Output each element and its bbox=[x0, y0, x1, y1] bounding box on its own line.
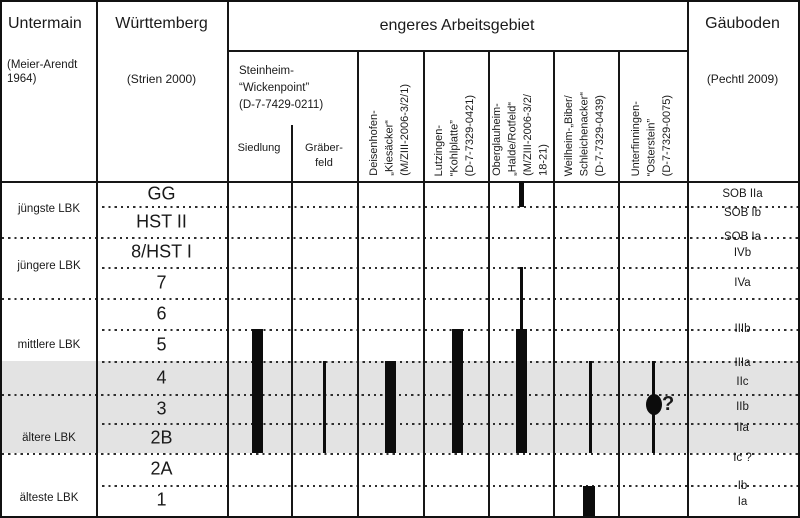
column-header-arbeitsgebiet: engeres Arbeitsgebiet bbox=[379, 17, 535, 34]
column-divider bbox=[357, 50, 359, 516]
column-header-weilheim: Weilheim-„Biber/ Schleichenacker“ (D-7-7… bbox=[553, 52, 618, 176]
untermain-phase-label: ältere LBK bbox=[22, 432, 76, 444]
column-divider bbox=[96, 2, 98, 516]
deisenhofen-bar bbox=[385, 361, 396, 453]
wuerttemberg-phase-label: 2A bbox=[150, 458, 173, 479]
phase-boundary-dotted-line bbox=[2, 394, 798, 396]
column-source-gaeuboden: (Pechtl 2009) bbox=[706, 72, 779, 86]
column-header-gaeuboden: Gäuboden bbox=[705, 15, 780, 32]
column-source-wuerttemberg: (Strien 2000) bbox=[126, 72, 197, 86]
untermain-phase-label: älteste LBK bbox=[19, 492, 79, 504]
column-header-lutzingen: Lutzingen- “Kohlplatte” (D-7-7329-0421) bbox=[423, 52, 488, 176]
column-divider bbox=[488, 50, 490, 516]
untermain-phase-label: mittlere LBK bbox=[17, 339, 81, 351]
phase-boundary-dotted-line bbox=[2, 453, 798, 455]
gaeuboden-phase-label: IIa bbox=[736, 422, 749, 434]
phase-boundary-dotted-line bbox=[96, 329, 798, 331]
gaeuboden-phase-label: SOB IIa bbox=[722, 188, 763, 200]
weilheim-bar bbox=[583, 486, 595, 516]
phase-boundary-dotted-line bbox=[96, 423, 798, 425]
gaeuboden-phase-column: SOB IIa SOB Ib SOB Ia IVb IVa IIIb IIIa IIc IIb I… bbox=[687, 2, 798, 516]
gray-band-phases-4-2B bbox=[2, 361, 798, 453]
oberglauheim-bar bbox=[516, 329, 527, 453]
gaeuboden-phase-label: IIb bbox=[736, 401, 749, 413]
gaeuboden-phase-label: IIIa bbox=[734, 357, 751, 369]
steinheim-siedlung-bar bbox=[252, 329, 263, 453]
wuerttemberg-phase-column: GG HST II 8/HST I 7 6 5 4 3 2B 2A 1 bbox=[96, 2, 227, 516]
phase-boundary-dotted-line bbox=[96, 361, 798, 363]
gaeuboden-phase-label: IIIb bbox=[734, 323, 751, 335]
column-header-steinheim: Steinheim- “Wickenpoint” (D-7-7429-0211) bbox=[239, 65, 324, 111]
gaeuboden-phase-label: Ib bbox=[737, 480, 748, 492]
unterfinningen-ellipse bbox=[646, 394, 662, 415]
uncertainty-question-mark: ? bbox=[662, 393, 675, 415]
column-header-deisenhofen: Deisenhofen- „Kiesäcker“ (M/ZIII-2006-3/… bbox=[357, 52, 423, 176]
wuerttemberg-phase-label: 4 bbox=[156, 367, 167, 388]
column-header-unterfinningen: Unterfinningen- “Osterstein” (D-7-7329-0… bbox=[618, 52, 687, 176]
column-divider bbox=[227, 2, 229, 516]
column-source-untermain: (Meier-Arendt 1964) bbox=[7, 59, 78, 85]
untermain-phase-label: jüngste LBK bbox=[17, 203, 80, 215]
phase-boundary-dotted-line bbox=[96, 267, 798, 269]
column-divider-siedlung-graeberfeld bbox=[291, 125, 293, 516]
wuerttemberg-phase-label: 7 bbox=[156, 272, 167, 293]
subcolumn-header-graeberfeld: Gräber- feld bbox=[305, 142, 343, 169]
wuerttemberg-phase-label: 3 bbox=[156, 398, 167, 419]
phase-boundary-dotted-line bbox=[96, 206, 798, 208]
column-header-wuerttemberg: Württemberg bbox=[115, 15, 208, 32]
header-body-divider bbox=[2, 181, 798, 183]
column-divider bbox=[423, 50, 425, 516]
phase-boundary-dotted-line bbox=[96, 485, 798, 487]
oberglauheim-gg-segment bbox=[519, 181, 524, 207]
column-header-untermain: Untermain bbox=[8, 15, 82, 32]
gaeuboden-phase-label: IIc bbox=[736, 376, 749, 388]
site-label-oberglauheim: Oberglauheim- „Halde/Rotfeld“ (M/ZIII-20… bbox=[490, 94, 550, 176]
gaeuboden-phase-label: IVa bbox=[734, 277, 751, 289]
oberglauheim-line bbox=[520, 267, 523, 329]
phase-boundary-dotted-line bbox=[2, 298, 798, 300]
wuerttemberg-phase-label: 8/HST I bbox=[131, 241, 192, 262]
wuerttemberg-phase-label: 6 bbox=[156, 303, 167, 324]
column-divider bbox=[618, 50, 620, 516]
site-label-unterfinningen: Unterfinningen- “Osterstein” (D-7-7329-0… bbox=[630, 94, 674, 176]
subcolumn-header-siedlung: Siedlung bbox=[237, 142, 281, 154]
steinheim-graeberfeld-line bbox=[323, 361, 326, 453]
wuerttemberg-phase-label: GG bbox=[147, 183, 176, 204]
weilheim-line bbox=[589, 361, 592, 453]
column-divider bbox=[553, 50, 555, 516]
column-header-oberglauheim: Oberglauheim- „Halde/Rotfeld“ (M/ZIII-20… bbox=[488, 52, 553, 176]
untermain-phase-label: jüngere LBK bbox=[17, 260, 81, 272]
site-label-lutzingen: Lutzingen- “Kohlplatte” (D-7-7329-0421) bbox=[433, 94, 477, 176]
wuerttemberg-phase-label: 1 bbox=[156, 489, 167, 510]
gaeuboden-phase-label: Ia bbox=[737, 496, 748, 508]
gaeuboden-phase-label: SOB Ib bbox=[723, 207, 762, 219]
site-label-deisenhofen: Deisenhofen- „Kiesäcker“ (M/ZIII-2006-3/… bbox=[367, 84, 411, 176]
wuerttemberg-phase-label: 5 bbox=[156, 334, 167, 355]
gaeuboden-phase-label: SOB Ia bbox=[723, 231, 762, 243]
gaeuboden-phase-label: IVb bbox=[733, 247, 752, 259]
wuerttemberg-phase-label: HST II bbox=[136, 211, 187, 232]
site-label-weilheim: Weilheim-„Biber/ Schleichenacker“ (D-7-7… bbox=[563, 91, 607, 176]
lutzingen-bar bbox=[452, 329, 463, 453]
column-divider bbox=[687, 2, 689, 516]
gaeuboden-phase-label: Ic ? bbox=[733, 452, 752, 464]
phase-boundary-dotted-line bbox=[2, 237, 798, 239]
wuerttemberg-phase-label: 2B bbox=[150, 427, 173, 448]
untermain-phase-column: jüngste LBK jüngere LBK mittlere LBK ältere… bbox=[2, 2, 96, 516]
arbeitsgebiet-header-divider bbox=[227, 50, 687, 52]
